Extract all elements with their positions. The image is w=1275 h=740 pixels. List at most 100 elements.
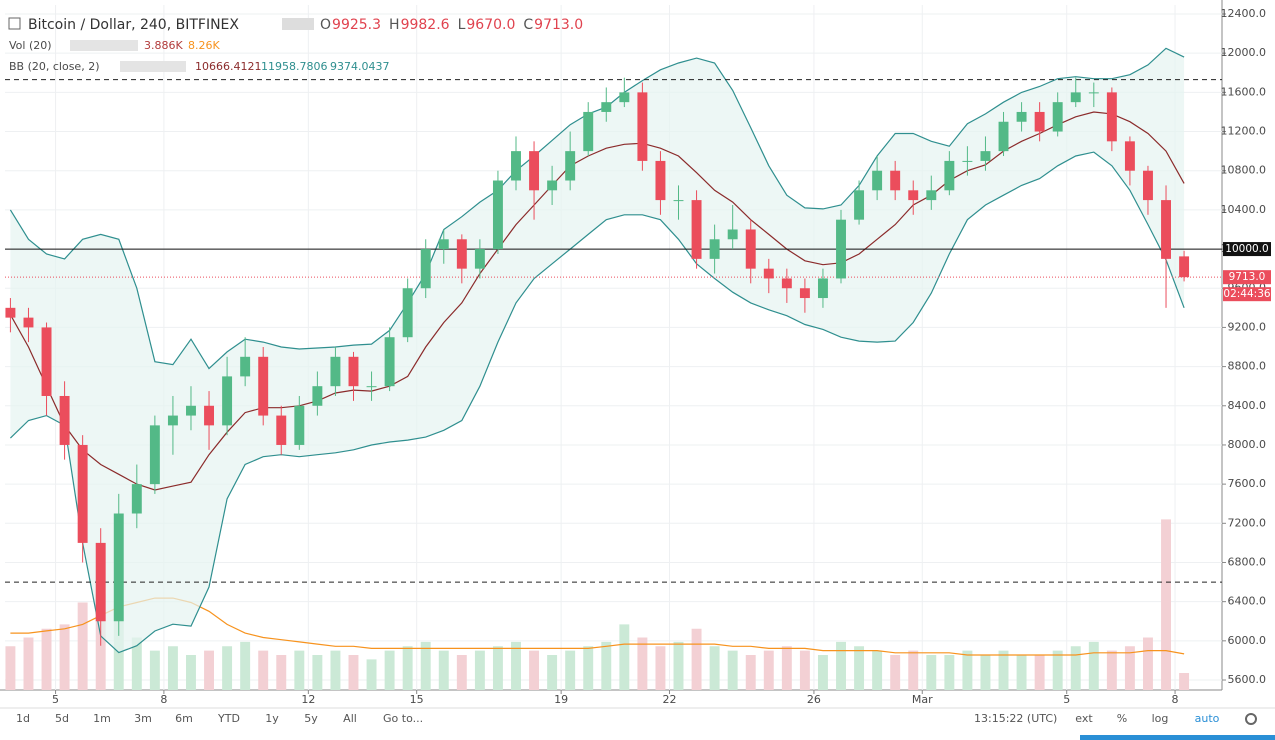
x-tick-label: 15 (410, 693, 424, 706)
volume-bar (709, 646, 720, 690)
volume-bar (204, 650, 215, 690)
volume-bar (186, 655, 196, 690)
x-tick-label: 22 (662, 693, 676, 706)
candle-body (836, 219, 846, 279)
x-tick-label: 8 (1172, 693, 1179, 706)
volume-bar (781, 646, 792, 690)
vol-name: Vol (20) (9, 39, 52, 52)
log-button[interactable]: log (1152, 712, 1169, 725)
candle-body (1052, 102, 1063, 132)
candle-body (1179, 256, 1190, 278)
candle-body (817, 278, 828, 299)
candle-body (366, 386, 377, 388)
bb-upper-line (9, 47, 1185, 370)
x-tick-label: 5 (52, 693, 59, 706)
candle-body (1161, 200, 1171, 259)
symbol-title: Bitcoin / Dollar, 240, BITFINEX (28, 17, 239, 33)
candle-body (23, 317, 34, 328)
volume-bar (817, 655, 828, 690)
ohlc-value: 9982.6 (401, 17, 450, 33)
y-tick-label: 10400.0 (1221, 203, 1267, 216)
y-tick-label: 8400.0 (1228, 399, 1267, 412)
y-tick-label: 8800.0 (1228, 360, 1267, 373)
range-button[interactable]: All (343, 712, 357, 725)
volume-bar (5, 646, 16, 690)
range-button[interactable]: YTD (217, 712, 240, 725)
volume-bar (276, 655, 287, 690)
volume-bar (77, 602, 88, 690)
volume-bar (1052, 650, 1063, 690)
auto-button[interactable]: auto (1195, 712, 1220, 725)
volume-bar (1143, 637, 1153, 690)
range-button[interactable]: 1y (265, 712, 279, 725)
volume-bar (23, 637, 34, 690)
range-button[interactable]: 5d (55, 712, 69, 725)
volume-bar (547, 655, 558, 690)
range-button[interactable]: 5y (304, 712, 318, 725)
volume-bar (222, 646, 233, 690)
range-button[interactable]: 6m (175, 712, 193, 725)
plot-area (5, 5, 1222, 690)
candle-body (167, 415, 178, 426)
range-button[interactable]: 1m (93, 712, 111, 725)
y-tick-label: 6000.0 (1228, 634, 1267, 647)
volume-bar (908, 650, 919, 690)
candle-body (727, 229, 738, 240)
candle-body (511, 151, 521, 181)
volume-bar (691, 628, 702, 690)
candle-body (944, 160, 955, 191)
y-tick-label: 5600.0 (1228, 673, 1267, 686)
volume-bar (511, 641, 521, 690)
volume-bar (492, 646, 503, 690)
volume-bar (1179, 672, 1190, 690)
volume-bar (167, 646, 178, 690)
volume-bar (456, 655, 467, 690)
volume-bar (348, 655, 359, 690)
candle-body (95, 542, 106, 622)
percent-button[interactable]: % (1117, 712, 1127, 725)
volume-bar (980, 655, 991, 690)
candle-body (186, 405, 196, 416)
volume-bar (854, 646, 865, 690)
candle-body (926, 190, 937, 201)
goto-button[interactable]: Go to... (383, 712, 423, 725)
volume-bar (745, 655, 756, 690)
bb-lower: 9374.0437 (330, 60, 390, 73)
range-button[interactable]: 3m (134, 712, 152, 725)
symbol-icon (8, 17, 21, 30)
volume-bar (890, 655, 901, 690)
volume-bar (312, 655, 323, 690)
candle-body (402, 288, 413, 338)
candle-body (348, 356, 359, 387)
y-tick-label: 9200.0 (1228, 320, 1267, 333)
x-tick-label: 12 (301, 693, 315, 706)
y-tick-label: 10800.0 (1221, 164, 1267, 177)
x-tick-label: 19 (554, 693, 568, 706)
bb-lower-line (9, 151, 1185, 654)
volume-bar (836, 641, 846, 690)
settings-button[interactable] (1245, 713, 1257, 725)
candle-body (5, 307, 16, 318)
candle-body (601, 102, 612, 112)
ohlc-value: 9670.0 (466, 17, 515, 33)
bb-fill (10, 48, 1185, 653)
volume-bar (131, 637, 142, 690)
candle-body (565, 151, 576, 181)
candle-body (240, 356, 251, 377)
volume-bar (149, 650, 160, 690)
round-level-label: 10000.0 (1225, 243, 1268, 255)
volume-bar (601, 641, 612, 690)
volume-bar (384, 650, 395, 690)
candle-body (438, 239, 449, 250)
volume-bar (258, 650, 269, 690)
scroll-bar (1080, 735, 1275, 740)
candle-body (149, 425, 160, 485)
range-button[interactable]: 1d (16, 712, 30, 725)
volume-bar (420, 641, 431, 690)
candle-body (583, 111, 594, 152)
candle-body (204, 405, 215, 426)
volume-bar (763, 650, 774, 690)
candle-body (1016, 111, 1027, 122)
ext-button[interactable]: ext (1075, 712, 1093, 725)
